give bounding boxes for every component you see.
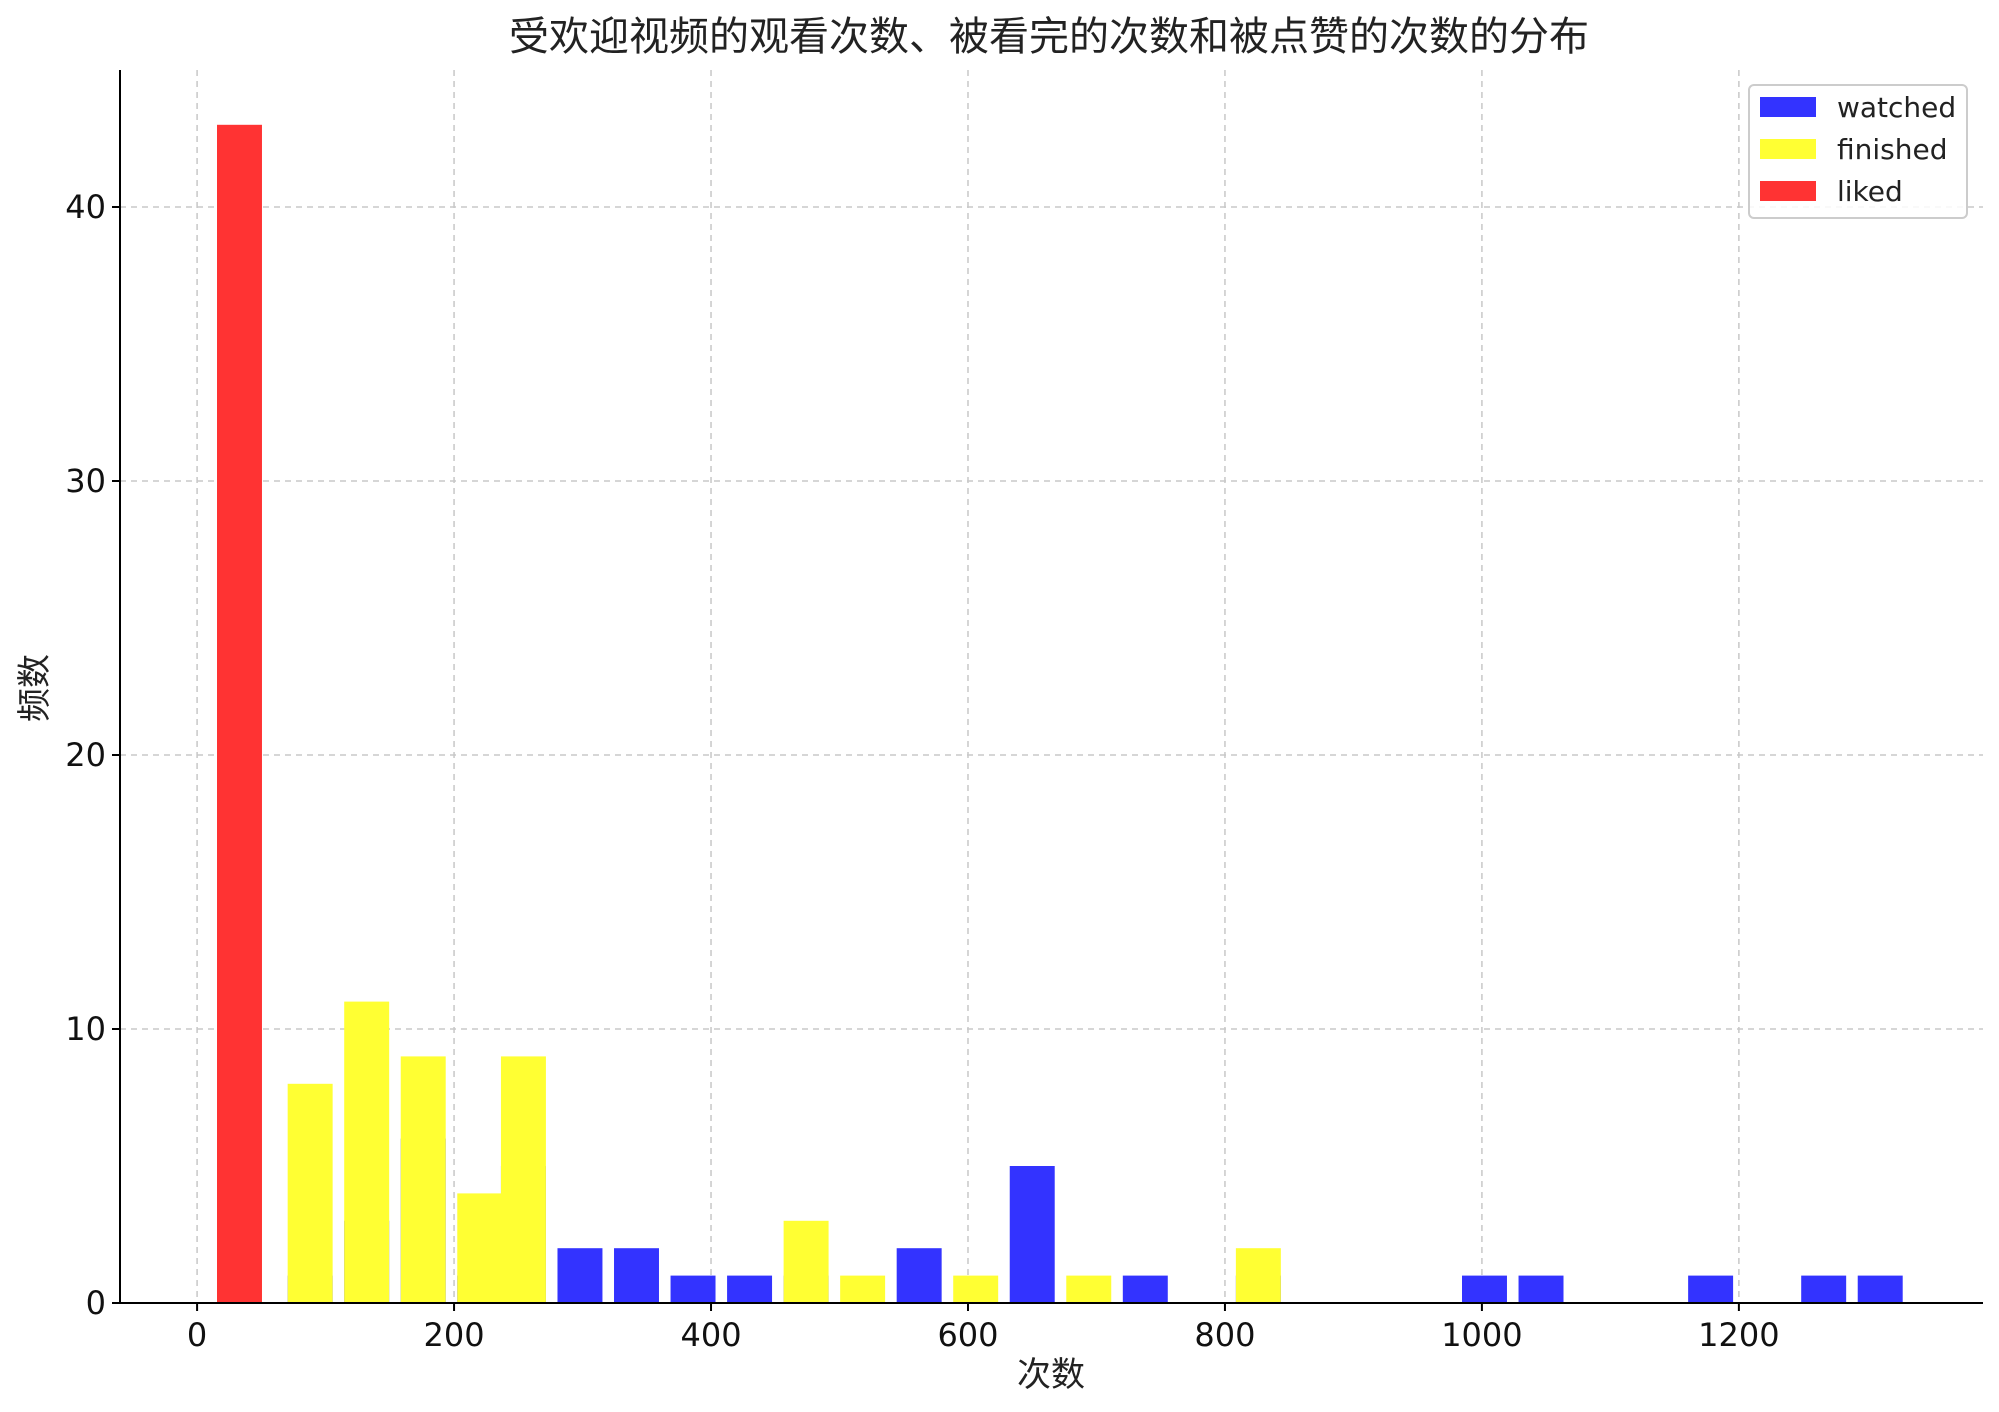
y-axis-ticks: 0 10 20 30 40: [65, 188, 120, 1322]
bar-finished-8: [953, 1275, 999, 1303]
x-tick-label-5: 1000: [1441, 1316, 1522, 1354]
chart-title: 受欢迎视频的观看次数、被看完的次数和被点赞的次数的分布: [509, 14, 1589, 60]
legend-swatch-watched: [1760, 97, 1816, 117]
bar-finished-7: [840, 1275, 886, 1303]
y-tick-label-4: 40: [65, 188, 106, 226]
bar-marks: [217, 124, 1903, 1303]
x-tick-label-6: 1200: [1698, 1316, 1779, 1354]
y-axis-label: 频数: [15, 654, 55, 722]
y-tick-label-3: 30: [65, 462, 106, 500]
x-axis-ticks: 0 200 400 600 800 1000 1200: [187, 1303, 1780, 1354]
bar-watched-14: [1462, 1275, 1507, 1303]
bar-finished-9: [1066, 1275, 1112, 1303]
bar-watched-7: [670, 1275, 716, 1303]
bar-watched-18: [1857, 1275, 1903, 1303]
x-axis-label: 次数: [1017, 1355, 1085, 1395]
bar-watched-16: [1688, 1275, 1734, 1303]
bar-finished-3: [400, 1056, 446, 1303]
bar-finished-10: [1235, 1248, 1281, 1303]
x-tick-label-4: 800: [1194, 1316, 1255, 1354]
bar-finished-2: [344, 1001, 390, 1303]
bar-liked-0: [217, 124, 262, 1303]
legend-label-finished: finished: [1837, 133, 1948, 166]
x-tick-label-1: 200: [424, 1316, 485, 1354]
y-tick-label-1: 10: [65, 1010, 106, 1048]
bar-watched-17: [1801, 1275, 1847, 1303]
bar-finished-1: [287, 1083, 333, 1303]
bar-finished-4: [457, 1193, 503, 1303]
grid-lines: [120, 70, 1983, 1303]
x-tick-label-0: 0: [187, 1316, 207, 1354]
bar-watched-12: [1122, 1275, 1168, 1303]
bar-watched-5: [557, 1248, 603, 1303]
bar-watched-8: [727, 1275, 773, 1303]
y-tick-label-2: 20: [65, 736, 106, 774]
legend: watched finished liked: [1748, 84, 1968, 219]
x-tick-label-3: 600: [937, 1316, 998, 1354]
x-tick-label-2: 400: [680, 1316, 741, 1354]
legend-label-liked: liked: [1837, 175, 1903, 208]
legend-swatch-finished: [1760, 139, 1816, 159]
bar-watched-11: [1009, 1166, 1055, 1303]
bar-finished-6: [783, 1220, 829, 1303]
bar-finished-5: [500, 1056, 546, 1303]
y-tick-label-0: 0: [86, 1284, 106, 1322]
bar-watched-10: [896, 1248, 942, 1303]
legend-label-watched: watched: [1837, 91, 1956, 124]
bar-watched-15: [1518, 1275, 1564, 1303]
bar-watched-6: [614, 1248, 659, 1303]
legend-swatch-liked: [1760, 181, 1816, 201]
